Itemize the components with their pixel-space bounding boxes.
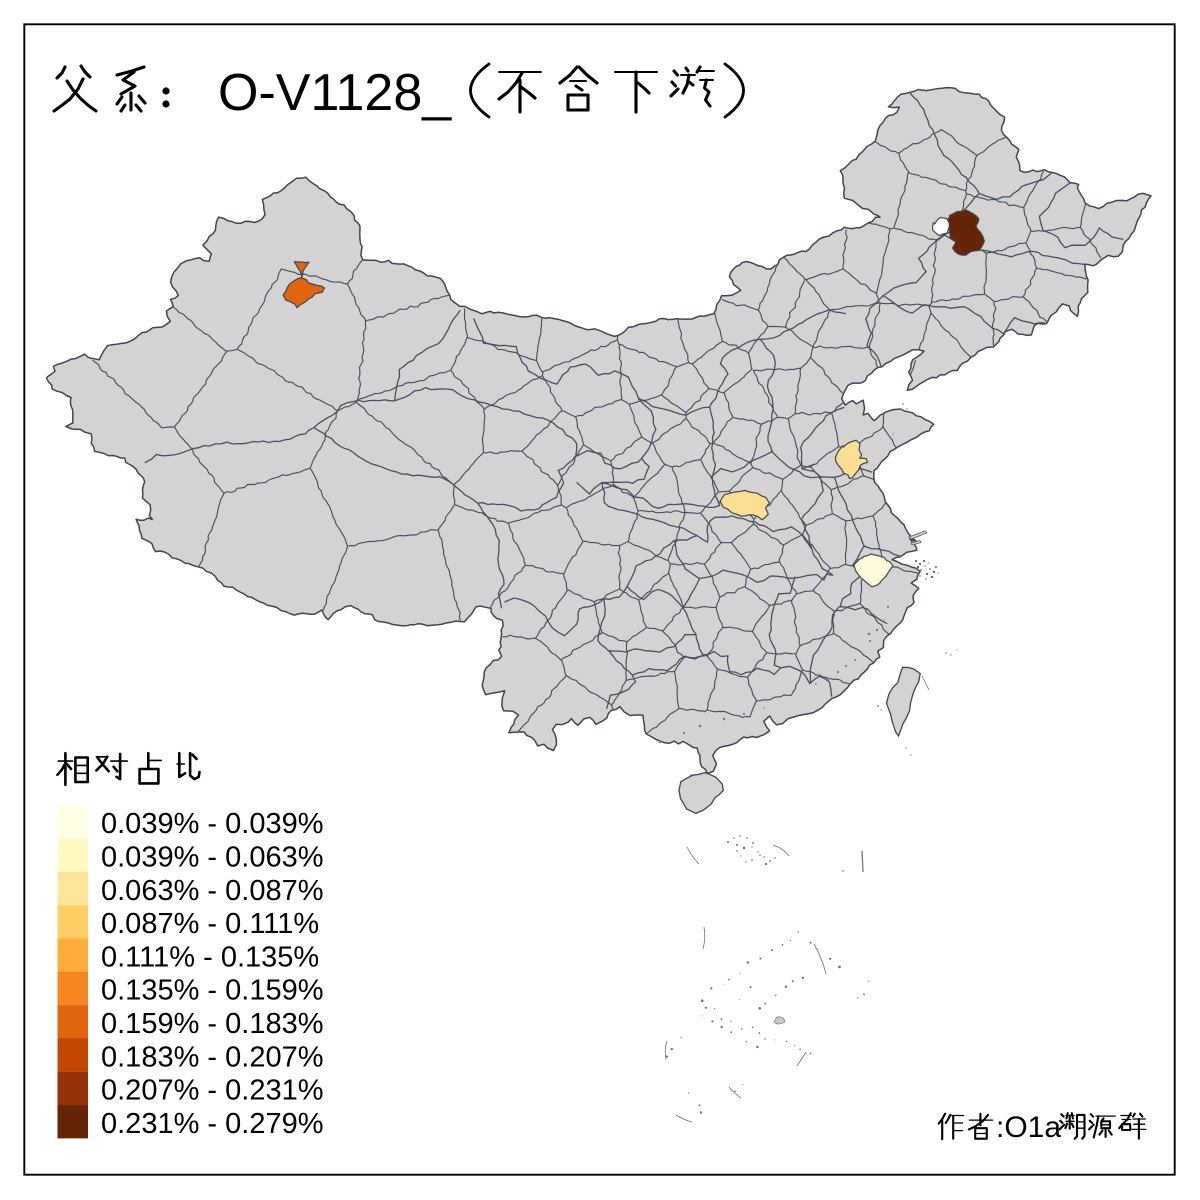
svg-text:0.159% - 0.183%: 0.159% - 0.183% bbox=[101, 1008, 323, 1040]
svg-text:O-V1128_: O-V1128_ bbox=[218, 64, 452, 122]
svg-text:0.231% - 0.279%: 0.231% - 0.279% bbox=[101, 1108, 323, 1140]
svg-text:0.039% - 0.063%: 0.039% - 0.063% bbox=[101, 842, 323, 874]
svg-text::O1a: :O1a bbox=[996, 1111, 1061, 1144]
svg-text:0.087% - 0.111%: 0.087% - 0.111% bbox=[101, 908, 319, 940]
svg-text:0.135% - 0.159%: 0.135% - 0.159% bbox=[101, 975, 323, 1007]
svg-text:0.207% - 0.231%: 0.207% - 0.231% bbox=[101, 1075, 323, 1107]
svg-text:0.183% - 0.207%: 0.183% - 0.207% bbox=[101, 1041, 323, 1073]
svg-text:0.111% - 0.135%: 0.111% - 0.135% bbox=[101, 941, 319, 973]
svg-text:0.063% - 0.087%: 0.063% - 0.087% bbox=[101, 875, 323, 907]
svg-text:0.039% - 0.039%: 0.039% - 0.039% bbox=[101, 808, 323, 840]
